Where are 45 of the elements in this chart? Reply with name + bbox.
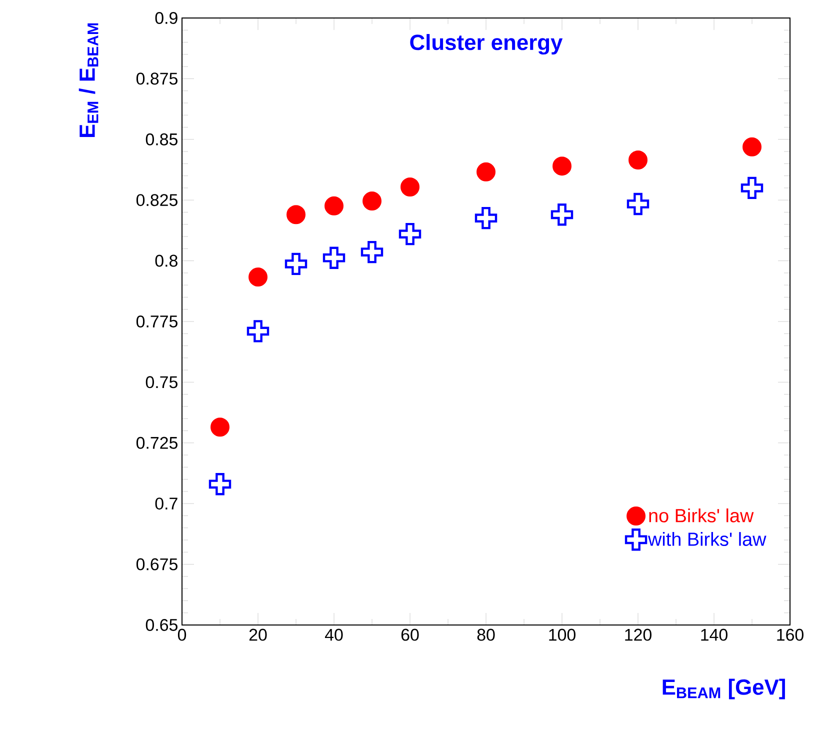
point — [552, 156, 572, 176]
y-axis-title: E$_{EM}$ / E$_{BEAM}$ — [78, 23, 98, 138]
point — [286, 205, 306, 224]
point — [324, 196, 344, 216]
y-tick-label: 0.725 — [136, 436, 178, 449]
x-tick-label: 40 — [324, 628, 343, 641]
y-tick-label: 0.675 — [136, 558, 178, 570]
y-tick-label: 0.775 — [136, 315, 178, 328]
y-tick-label: 0.9 — [155, 12, 178, 24]
point — [322, 246, 346, 269]
x-tick-label: 160 — [777, 628, 804, 641]
y-tick-label: 0.85 — [146, 133, 178, 146]
point — [284, 252, 308, 276]
text: Cluster energy — [410, 34, 563, 55]
legend-label: no Birks' law — [649, 508, 754, 522]
x-tick-label: 80 — [477, 628, 495, 641]
point — [474, 206, 498, 230]
point — [246, 320, 270, 342]
y-tick-label: 0.7 — [155, 498, 178, 510]
point — [742, 137, 762, 156]
point — [628, 150, 648, 170]
y-tick-label: 0.875 — [136, 72, 178, 85]
x-tick-label: 0 — [178, 628, 186, 641]
point — [210, 418, 230, 437]
point — [398, 222, 422, 246]
y-tick-label: 0.825 — [136, 194, 178, 206]
point — [476, 162, 496, 182]
point — [360, 240, 384, 264]
y-tick-label: 0.8 — [155, 254, 178, 267]
point — [208, 473, 232, 496]
point — [626, 192, 650, 216]
x-tick-label: 60 — [401, 628, 419, 641]
x-axis-title: E$_{BEAM}$ [GeV] — [662, 678, 785, 700]
x-tick-label: 140 — [701, 628, 728, 641]
point — [550, 204, 574, 226]
point — [400, 177, 420, 196]
x-tick-label: 120 — [625, 628, 652, 641]
x-tick-label: 20 — [249, 628, 267, 641]
x-tick-label: 100 — [549, 628, 576, 641]
legend-label: with Birks' law — [648, 532, 766, 546]
point — [740, 176, 764, 200]
point — [248, 268, 268, 287]
point — [362, 192, 382, 211]
y-tick-label: 0.65 — [146, 618, 178, 631]
y-tick-label: 0.75 — [146, 376, 178, 388]
